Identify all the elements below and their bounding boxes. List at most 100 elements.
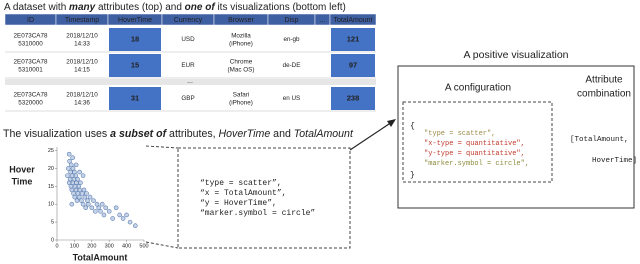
cell-line: (iPhone) bbox=[229, 99, 253, 106]
point bbox=[79, 191, 85, 196]
table-cell: GBP bbox=[181, 95, 194, 102]
header-label: Browser bbox=[228, 17, 254, 24]
brace: { bbox=[410, 122, 415, 131]
text-part: The visualization uses bbox=[3, 128, 110, 140]
point bbox=[124, 212, 129, 218]
point bbox=[82, 194, 88, 200]
header-label: TotalAmount bbox=[334, 17, 373, 24]
cell-line: (iPhone) bbox=[229, 40, 253, 47]
point bbox=[120, 216, 126, 221]
point bbox=[71, 176, 77, 182]
x-tick-label: 0 bbox=[55, 243, 58, 249]
cell-line: 14:33 bbox=[74, 40, 90, 47]
config-title: A configuration bbox=[445, 83, 511, 94]
text-part: and bbox=[270, 128, 294, 140]
point bbox=[66, 166, 71, 171]
point bbox=[77, 169, 82, 175]
point bbox=[77, 187, 82, 193]
table-cell: 2018/12/10 14:36 bbox=[66, 91, 98, 106]
point bbox=[83, 205, 89, 211]
config-box bbox=[402, 101, 553, 183]
x-tick-label: 200 bbox=[87, 243, 96, 249]
highlight-cell bbox=[331, 87, 375, 110]
zoom-line bbox=[145, 145, 179, 149]
header-label: Timestamp bbox=[65, 17, 99, 24]
point bbox=[81, 187, 87, 193]
point bbox=[65, 173, 70, 178]
x-axis-label: TotalAmount bbox=[73, 252, 128, 262]
highlight-cell bbox=[109, 87, 161, 110]
table-cell: de-DE bbox=[283, 62, 301, 69]
x-tick-label: 400 bbox=[122, 243, 131, 249]
point bbox=[66, 151, 72, 157]
point bbox=[76, 194, 82, 200]
text-part: attributes, bbox=[166, 128, 218, 140]
point bbox=[80, 201, 86, 207]
text-part: attributes (top) and bbox=[95, 2, 185, 13]
cell-line: 5310001 bbox=[18, 66, 43, 73]
point bbox=[67, 176, 73, 182]
cell-line: 2018/12/10 bbox=[66, 91, 98, 98]
point bbox=[94, 201, 100, 207]
attr-line: HoverTime] bbox=[592, 157, 637, 165]
header-label: ID bbox=[27, 17, 34, 24]
highlight-cell bbox=[331, 54, 375, 77]
text-part: TotalAmount bbox=[294, 128, 354, 140]
config-line: "type = scatter", bbox=[424, 130, 495, 138]
spec-box bbox=[177, 147, 351, 249]
y-tick-label: 20 bbox=[48, 166, 54, 172]
point bbox=[133, 223, 138, 228]
cell-line: Mozilla bbox=[231, 32, 251, 39]
table-cell: 238 bbox=[347, 93, 360, 102]
table-cell: Chrome (Mac OS) bbox=[228, 58, 255, 73]
point bbox=[99, 201, 105, 207]
cell-line: 2E073CA78 bbox=[14, 32, 48, 39]
spec-line: “type = scatter”, bbox=[200, 179, 282, 188]
cell-line: 14:15 bbox=[74, 66, 90, 73]
point bbox=[78, 180, 83, 186]
point bbox=[68, 162, 74, 168]
cell-line: 2E073CA78 bbox=[14, 91, 48, 98]
config-line: "marker.symbol = circle", bbox=[424, 160, 529, 168]
config-line: "y-type = quantitative", bbox=[424, 150, 525, 158]
highlight-cell bbox=[331, 28, 375, 51]
point bbox=[80, 173, 86, 178]
table-cell: 97 bbox=[349, 60, 357, 69]
point bbox=[70, 155, 75, 161]
point bbox=[79, 198, 84, 203]
point bbox=[89, 205, 95, 211]
point bbox=[87, 194, 93, 200]
y-axis-label: Hover bbox=[9, 164, 35, 174]
point bbox=[73, 173, 79, 178]
header-label: HoverTime bbox=[118, 17, 152, 24]
text-part: one of bbox=[185, 2, 217, 13]
cell-line: 5320000 bbox=[18, 99, 43, 106]
table-cell: 18 bbox=[131, 34, 139, 43]
point bbox=[103, 205, 109, 211]
cell-line: 2018/12/10 bbox=[66, 58, 98, 65]
point bbox=[69, 201, 75, 207]
table-cell: 2018/12/10 14:33 bbox=[66, 32, 98, 47]
y-tick-label: 10 bbox=[48, 202, 54, 208]
zoom-line bbox=[145, 241, 179, 249]
cell-line: Safari bbox=[233, 91, 249, 98]
text-part: its visualizations (bottom left) bbox=[215, 2, 346, 13]
table-cell: Safari (iPhone) bbox=[229, 91, 253, 106]
config-line: "x-type = quantitative", bbox=[424, 140, 525, 148]
arrow-head bbox=[387, 119, 396, 127]
cell-line: 2018/12/10 bbox=[66, 32, 98, 39]
point bbox=[106, 209, 112, 214]
header-cell bbox=[329, 13, 377, 26]
text-part: a subset of bbox=[110, 128, 167, 140]
point bbox=[75, 176, 80, 182]
text-part: HoverTime bbox=[219, 128, 271, 140]
brace: } bbox=[410, 171, 415, 180]
cell-line: 14:36 bbox=[74, 99, 90, 106]
header-label: ... bbox=[320, 17, 326, 24]
cell-line: Chrome bbox=[230, 58, 253, 65]
point bbox=[67, 159, 72, 164]
y-tick-label: 5 bbox=[51, 220, 54, 226]
table-cell: Mozilla (iPhone) bbox=[229, 32, 253, 47]
point bbox=[96, 205, 102, 211]
